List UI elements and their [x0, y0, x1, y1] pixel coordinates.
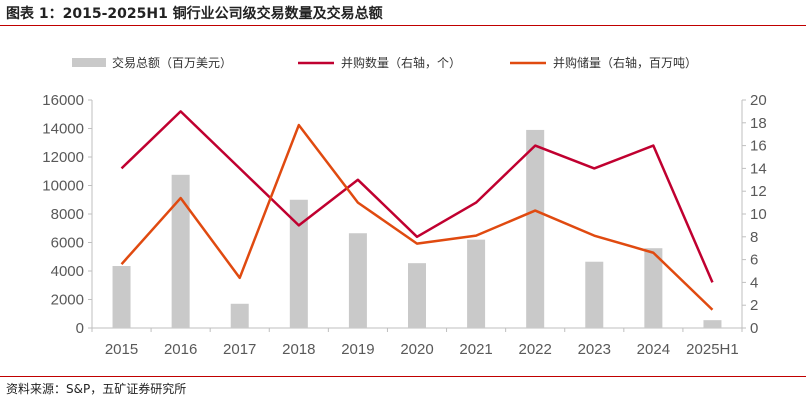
x-tick-label: 2019 [341, 341, 374, 358]
right-tick-label: 4 [750, 274, 758, 291]
bar-trade-amount [112, 266, 131, 328]
left-tick-label: 16000 [42, 92, 84, 109]
right-tick-label: 18 [750, 115, 767, 132]
bar-trade-amount [703, 320, 722, 328]
left-tick-label: 10000 [42, 178, 84, 195]
line-merger-count [120, 110, 714, 283]
legend-label-count: 并购数量（右轴，个） [341, 55, 461, 70]
source-rule [0, 376, 806, 377]
x-tick-label: 2015 [105, 341, 138, 358]
x-tick-label: 2016 [164, 341, 197, 358]
bar-trade-amount [526, 129, 545, 328]
x-tick-label: 2023 [578, 341, 611, 358]
right-tick-label: 10 [750, 206, 767, 223]
bar-trade-amount [408, 263, 426, 328]
right-tick-label: 16 [750, 138, 767, 155]
title-rule [0, 25, 806, 26]
right-tick-label: 12 [750, 183, 767, 200]
legend-swatch-bar [72, 58, 106, 67]
x-tick-label: 2024 [637, 341, 670, 358]
left-tick-label: 4000 [51, 263, 84, 280]
bar-trade-amount [289, 199, 308, 328]
bar-trade-amount [230, 303, 249, 328]
x-tick-label: 2022 [518, 341, 551, 358]
x-tick-label: 2017 [223, 341, 256, 358]
left-tick-label: 12000 [42, 149, 84, 166]
bar-trade-amount [467, 239, 486, 328]
right-tick-label: 8 [750, 229, 758, 246]
x-tick-label: 2020 [400, 341, 433, 358]
right-tick-label: 14 [750, 160, 767, 177]
x-tick-label: 2018 [282, 341, 315, 358]
bar-trade-amount [644, 248, 663, 328]
x-tick-label: 2021 [459, 341, 492, 358]
right-tick-label: 2 [750, 297, 758, 314]
right-tick-label: 0 [750, 320, 758, 337]
line-merger-reserve [120, 123, 714, 311]
left-tick-label: 8000 [51, 206, 84, 223]
legend-label-bar: 交易总额（百万美元） [112, 55, 232, 70]
left-tick-label: 6000 [51, 235, 84, 252]
right-tick-label: 20 [750, 92, 767, 109]
left-tick-label: 14000 [42, 121, 84, 138]
bar-trade-amount [585, 261, 604, 328]
legend-label-reserve: 并购储量（右轴，百万吨） [553, 55, 697, 70]
left-tick-label: 2000 [51, 292, 84, 309]
x-tick-label: 2025H1 [686, 341, 739, 358]
bar-trade-amount [171, 174, 190, 328]
bar-trade-amount [348, 233, 367, 328]
right-tick-label: 6 [750, 252, 758, 269]
left-tick-label: 0 [76, 320, 84, 337]
chart-title: 图表 1：2015-2025H1 铜行业公司级交易数量及交易总额 [6, 6, 383, 22]
source-note: 资料来源：S&P，五矿证券研究所 [6, 382, 187, 396]
